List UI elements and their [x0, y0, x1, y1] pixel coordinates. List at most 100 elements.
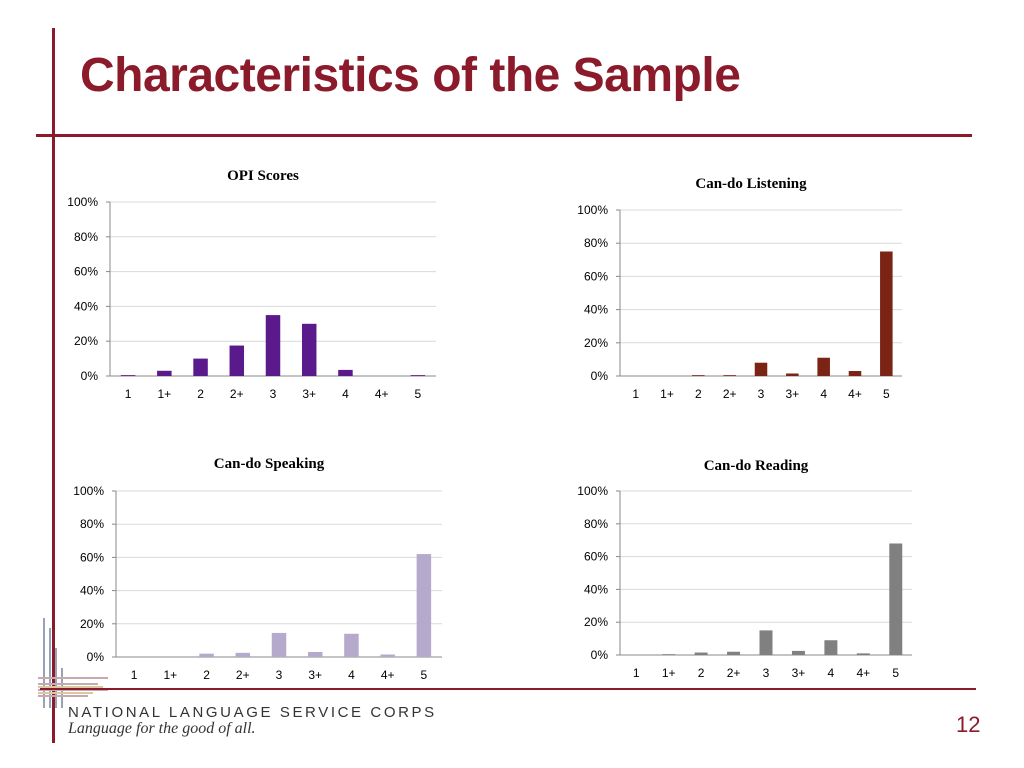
x-tick-label: 2+ — [230, 387, 244, 401]
x-tick-label: 3+ — [792, 666, 806, 680]
x-tick-label: 1 — [633, 666, 640, 680]
bar-3+ — [786, 373, 799, 376]
bar-4+ — [856, 653, 870, 655]
chart-svg: Can-do Listening 0% 20% 40% 60% 80% 100% 1 1+ 2 2+… — [577, 176, 902, 401]
y-tick-label: 40% — [584, 582, 608, 596]
x-tick-label: 1 — [632, 387, 639, 401]
x-tick-label: 4 — [348, 668, 355, 682]
y-tick-label: 80% — [80, 517, 104, 531]
y-tick-label: 0% — [87, 650, 105, 664]
bar-2+ — [235, 652, 251, 657]
x-tick-label: 5 — [892, 666, 899, 680]
x-tick-label: 3 — [763, 666, 770, 680]
bar-2 — [694, 652, 708, 655]
x-tick-label: 1+ — [163, 668, 177, 682]
title-divider — [36, 134, 972, 137]
chart-opi-scores: OPI Scores 0% 20% 40% 60% 80% 100% 1 1+ 2 2+ 3 3+ 4 4+… — [50, 160, 450, 410]
y-tick-label: 20% — [584, 615, 608, 629]
chart-title: Can-do Reading — [704, 458, 809, 474]
bar-2 — [199, 653, 214, 657]
organization-name: NATIONAL LANGUAGE SERVICE CORPS — [68, 704, 437, 721]
y-tick-label: 80% — [584, 517, 608, 531]
page-number: 12 — [956, 712, 981, 737]
x-tick-label: 2+ — [723, 387, 737, 401]
y-tick-label: 0% — [591, 369, 609, 383]
chart-svg: Can-do Speaking 0% 20% 40% 60% 80% 100% 1 1+ 2 2+ 3… — [73, 456, 442, 682]
bar-2+ — [723, 375, 736, 376]
y-tick-label: 20% — [74, 334, 98, 348]
x-tick-label: 1 — [131, 668, 138, 682]
x-tick-label: 3 — [758, 387, 765, 401]
x-tick-label: 5 — [421, 668, 428, 682]
y-tick-label: 60% — [584, 550, 608, 564]
slide-title: Characteristics of the Sample — [80, 49, 741, 102]
x-tick-label: 3 — [276, 668, 283, 682]
bar-5 — [880, 251, 893, 376]
y-tick-label: 40% — [584, 303, 608, 317]
bar-3 — [759, 630, 773, 655]
bar-1+ — [157, 370, 172, 376]
bar-5 — [416, 554, 432, 657]
bar-3+ — [307, 652, 323, 657]
chart-title: OPI Scores — [227, 168, 299, 184]
x-tick-label: 2+ — [236, 668, 250, 682]
footer-divider — [40, 688, 976, 690]
x-tick-label: 1+ — [660, 387, 674, 401]
bar-2 — [692, 375, 705, 376]
x-tick-label: 4+ — [848, 387, 862, 401]
x-tick-label: 3+ — [308, 668, 322, 682]
bar-3 — [265, 315, 281, 376]
x-tick-label: 4+ — [856, 666, 870, 680]
x-tick-label: 2 — [698, 666, 705, 680]
y-tick-label: 40% — [80, 584, 104, 598]
left-accent-line — [52, 28, 55, 743]
bar-1 — [120, 375, 136, 376]
x-tick-label: 5 — [883, 387, 890, 401]
x-tick-label: 1 — [125, 387, 132, 401]
y-tick-label: 0% — [591, 648, 609, 662]
chart-svg: OPI Scores 0% 20% 40% 60% 80% 100% 1 1+ 2 2+ 3 3+ 4 4+… — [67, 168, 436, 401]
bar-5 — [410, 375, 426, 376]
bar-5 — [889, 543, 903, 655]
x-tick-label: 4 — [820, 387, 827, 401]
y-tick-label: 60% — [80, 550, 104, 564]
organization-logo — [38, 618, 108, 708]
bar-3+ — [301, 323, 317, 376]
x-tick-label: 3+ — [302, 387, 316, 401]
x-tick-label: 4+ — [375, 387, 389, 401]
bar-3+ — [791, 650, 805, 655]
y-tick-label: 20% — [80, 617, 104, 631]
chart-title: Can-do Speaking — [214, 456, 325, 472]
chart-svg: Can-do Reading 0% 20% 40% 60% 80% 100% 1 1+ 2 2+ 3 3… — [577, 458, 912, 680]
x-tick-label: 5 — [415, 387, 422, 401]
bar-4 — [344, 633, 359, 657]
y-tick-label: 40% — [74, 299, 98, 313]
x-tick-label: 4 — [342, 387, 349, 401]
bar-4+ — [380, 654, 395, 657]
y-tick-label: 100% — [73, 484, 104, 498]
y-tick-label: 100% — [577, 203, 608, 217]
organization-tagline: Language for the good of all. — [68, 720, 256, 737]
y-tick-label: 80% — [584, 236, 608, 250]
bar-1+ — [662, 654, 676, 655]
chart-can-do-speaking: Can-do Speaking 0% 20% 40% 60% 80% 100% 1 1+ 2 2+ 3… — [56, 448, 456, 688]
y-tick-label: 80% — [74, 230, 98, 244]
bar-3 — [754, 362, 768, 376]
y-tick-label: 100% — [67, 195, 98, 209]
bar-4 — [817, 357, 830, 376]
bar-2+ — [229, 345, 245, 376]
bar-2+ — [727, 651, 741, 655]
x-tick-label: 3 — [270, 387, 277, 401]
y-tick-label: 60% — [74, 265, 98, 279]
x-tick-label: 4+ — [381, 668, 395, 682]
bar-3 — [271, 632, 287, 657]
chart-can-do-reading: Can-do Reading 0% 20% 40% 60% 80% 100% 1 1+ 2 2+ 3 3… — [560, 450, 920, 680]
x-tick-label: 1+ — [157, 387, 171, 401]
x-tick-label: 2 — [203, 668, 210, 682]
bar-4+ — [848, 371, 862, 376]
x-tick-label: 4 — [828, 666, 835, 680]
chart-can-do-listening: Can-do Listening 0% 20% 40% 60% 80% 100% 1 1+ 2 2+… — [560, 168, 920, 410]
chart-title: Can-do Listening — [695, 176, 807, 192]
bar-4 — [338, 369, 353, 376]
bar-4 — [824, 640, 838, 655]
